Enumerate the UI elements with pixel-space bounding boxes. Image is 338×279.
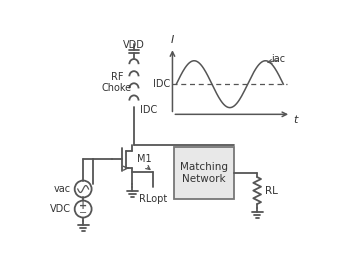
Text: VDD: VDD (123, 40, 145, 50)
Bar (174, 147, 234, 199)
Text: VDC: VDC (50, 204, 71, 214)
Text: RF
Choke: RF Choke (102, 72, 132, 93)
Text: IDC: IDC (153, 79, 170, 89)
Text: IDC: IDC (140, 105, 158, 116)
Text: RL: RL (265, 186, 278, 196)
Text: iac: iac (271, 54, 285, 64)
Text: M1: M1 (137, 154, 152, 164)
Text: I: I (171, 35, 174, 45)
Text: Matching
Network: Matching Network (180, 162, 228, 184)
Text: −: − (79, 208, 87, 218)
Text: vac: vac (54, 184, 71, 194)
Text: +: + (79, 201, 87, 211)
Text: RLopt: RLopt (139, 194, 167, 204)
Text: t: t (293, 115, 298, 125)
